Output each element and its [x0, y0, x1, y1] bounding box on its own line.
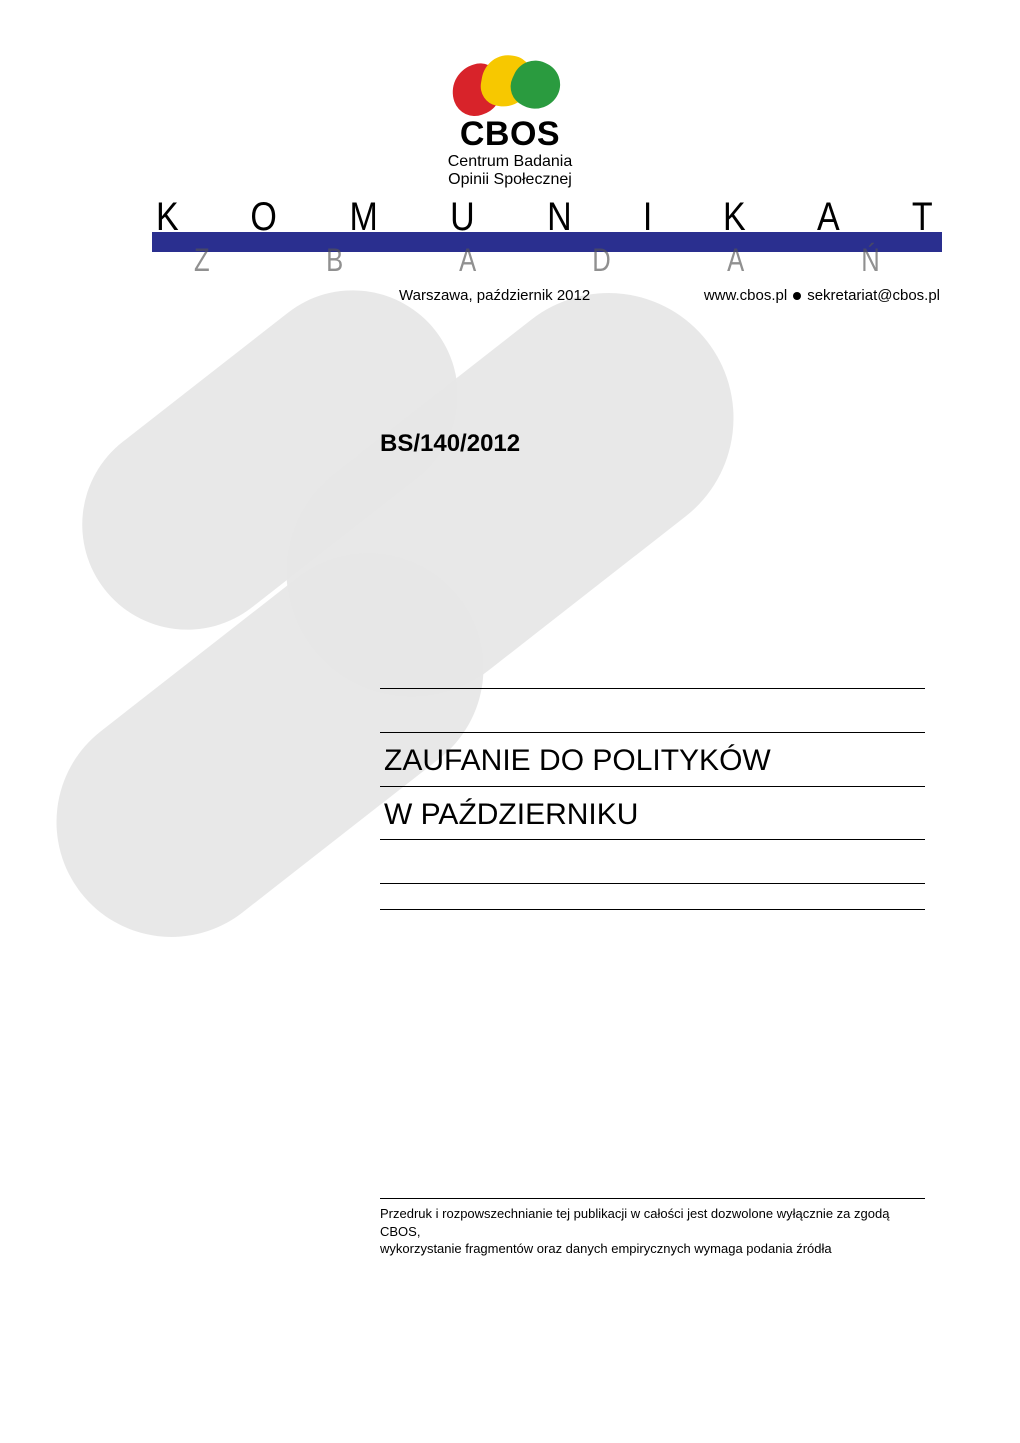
title-rule-spacer: [380, 689, 925, 733]
banner-letter: A: [459, 242, 476, 279]
logo-name: CBOS: [448, 117, 573, 151]
banner-letter: Z: [194, 242, 210, 279]
bullet-separator-icon: [793, 292, 801, 300]
banner-letter: M: [350, 195, 378, 240]
komunikat-banner: K O M U N I K A T Z B A D A Ń Warszawa, …: [152, 195, 942, 304]
banner-top-word: K O M U N I K A T: [152, 195, 942, 240]
title-block: ZAUFANIE DO POLITYKÓW W PAŹDZIERNIKU: [380, 688, 925, 910]
banner-letter: D: [593, 242, 611, 279]
banner-letter: B: [326, 242, 343, 279]
banner-letter: A: [817, 195, 840, 240]
banner-letter: N: [547, 195, 572, 240]
logo-swirl-icon: [450, 55, 570, 115]
banner-letter: Ń: [861, 242, 879, 279]
banner-letter: U: [451, 195, 476, 240]
cbos-logo: CBOS Centrum Badania Opinii Społecznej: [448, 55, 573, 190]
title-rule-spacer: [380, 840, 925, 884]
banner-contact: www.cbos.pl sekretariat@cbos.pl: [704, 287, 940, 304]
logo-subtitle-1: Centrum Badania: [448, 153, 573, 171]
banner-date-location: Warszawa, październik 2012: [399, 287, 590, 304]
content-block: BS/140/2012 ZAUFANIE DO POLITYKÓW W PAŹD…: [380, 430, 925, 910]
banner-info-row: Warszawa, październik 2012 www.cbos.pl s…: [152, 287, 942, 304]
banner-letter: A: [728, 242, 745, 279]
report-title-line2: W PAŹDZIERNIKU: [380, 787, 925, 841]
logo-subtitle-2: Opinii Społecznej: [448, 171, 573, 189]
report-title-line1: ZAUFANIE DO POLITYKÓW: [380, 733, 925, 787]
footer-line1: Przedruk i rozpowszechnianie tej publika…: [380, 1205, 925, 1240]
footer-line2: wykorzystanie fragmentów oraz danych emp…: [380, 1240, 925, 1258]
title-rule-spacer: [380, 884, 925, 910]
banner-letter: O: [251, 195, 277, 240]
banner-letter: I: [643, 195, 652, 240]
footer-notice: Przedruk i rozpowszechnianie tej publika…: [380, 1198, 925, 1258]
document-page: CBOS Centrum Badania Opinii Społecznej K…: [0, 0, 1020, 1443]
report-code: BS/140/2012: [380, 430, 925, 458]
banner-website: www.cbos.pl: [704, 287, 787, 304]
banner-email: sekretariat@cbos.pl: [807, 287, 940, 304]
banner-letter: T: [911, 195, 932, 240]
banner-bottom-word: Z B A D A Ń: [152, 242, 942, 279]
banner-letter: K: [723, 195, 746, 240]
banner-letter: K: [156, 195, 179, 240]
